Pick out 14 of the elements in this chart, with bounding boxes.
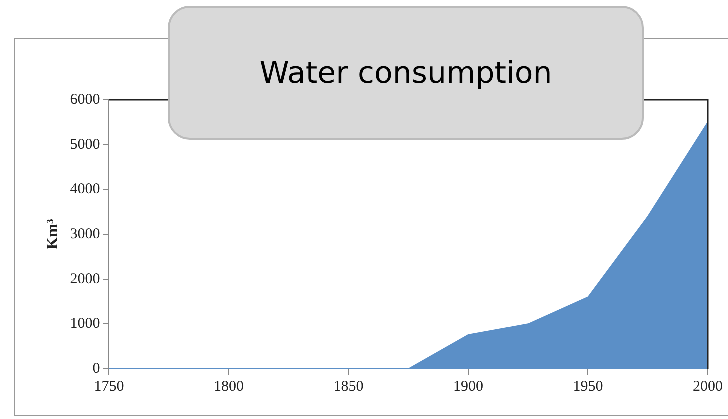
y-tick-label: 6000 xyxy=(70,92,100,108)
x-tick-label: 2000 xyxy=(693,378,723,395)
x-tick-label: 1900 xyxy=(453,378,484,395)
y-tick-label: 2000 xyxy=(70,271,100,288)
x-tick-label: 1800 xyxy=(214,378,244,395)
x-tick-label: 1850 xyxy=(334,378,364,395)
x-tick-label: 1950 xyxy=(573,378,604,395)
y-tick-label: 5000 xyxy=(70,136,100,153)
y-tick-label: 4000 xyxy=(70,182,100,198)
y-tick-label: 0 xyxy=(92,360,100,377)
x-tick-label: 1750 xyxy=(94,378,124,395)
y-tick-label: 1000 xyxy=(70,316,100,332)
y-tick-label: 3000 xyxy=(70,226,100,242)
y-axis-title: Km³ xyxy=(44,219,62,250)
